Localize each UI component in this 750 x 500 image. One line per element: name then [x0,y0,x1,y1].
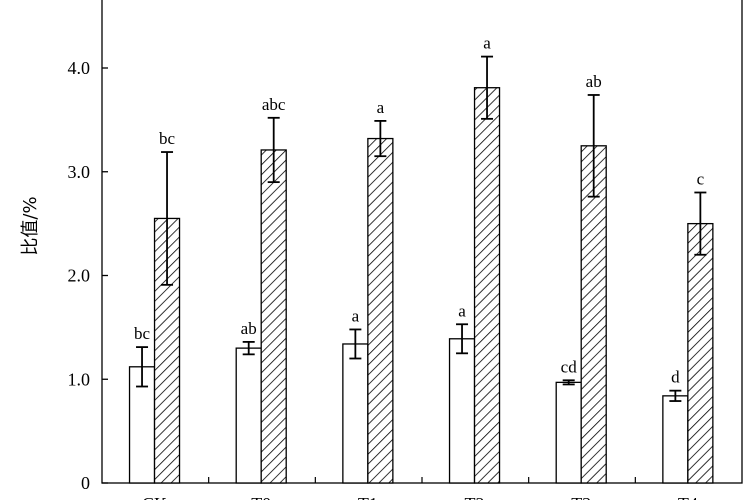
significance-label: c [697,170,705,189]
bar-hatched [260,149,287,484]
significance-label: cd [561,357,578,376]
bars: bc bc ab abc a a a a cd ab d c [128,34,714,484]
significance-label: a [458,301,466,320]
significance-label: ab [586,72,602,91]
significance-label: a [352,306,360,325]
y-tick-label: 3.0 [68,162,91,182]
y-axis: 0 1.0 2.0 3.0 4.0 [68,58,108,493]
bar-hatched [367,137,394,484]
y-tick-label: 4.0 [68,58,91,78]
significance-label: a [377,98,385,117]
bar-white [342,343,369,484]
plot-border [101,0,743,484]
x-tick-label: CK [142,494,167,500]
bar-hatched [580,145,607,484]
y-tick-label: 0 [81,473,90,493]
y-tick-label: 2.0 [68,266,91,286]
x-tick-label: T3 [571,494,591,500]
bar-white [235,347,262,484]
x-tick-label: T1 [358,494,378,500]
significance-label: d [671,368,680,387]
x-axis: CK T0 T1 T2 T3 T4 [142,477,698,500]
x-tick-label: T0 [251,494,271,500]
bar-hatched [473,87,501,484]
x-tick-label: T4 [678,494,698,500]
y-tick-label: 1.0 [68,369,91,389]
significance-label: ab [241,319,257,338]
bar-white [662,395,689,484]
significance-label: bc [159,129,176,148]
significance-label: bc [134,324,151,343]
plot-frame [101,0,743,484]
bar-hatched [687,222,714,484]
y-axis-title: 比值/% [20,196,41,255]
x-tick-label: T2 [465,494,485,500]
significance-label: abc [262,95,286,114]
significance-label: a [483,34,491,53]
bar-white [555,381,582,484]
bar-white [448,338,476,484]
